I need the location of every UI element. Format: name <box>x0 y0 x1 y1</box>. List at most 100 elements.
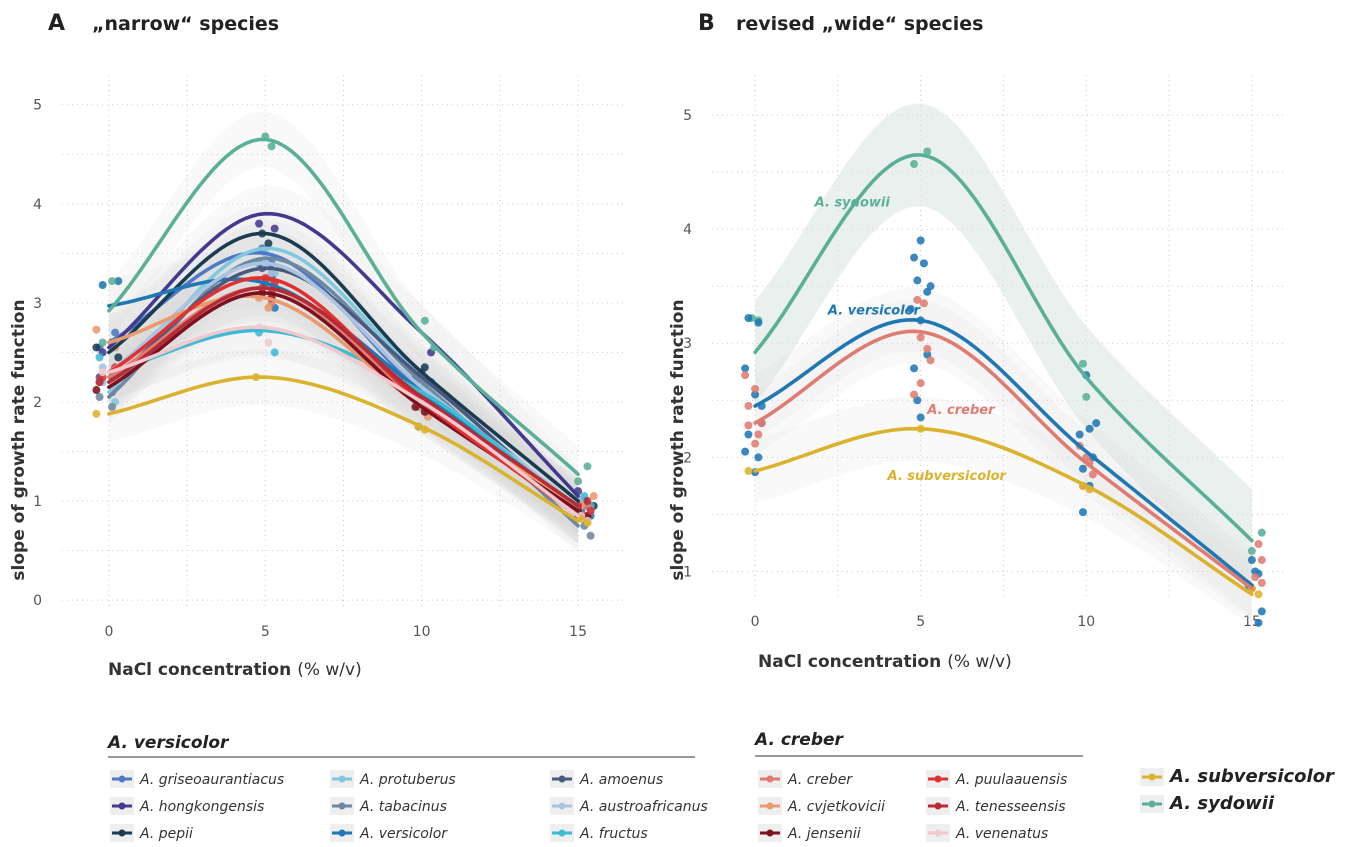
panel-a-data-point <box>589 492 598 501</box>
panel-a-data-point <box>95 353 104 362</box>
panel-a-data-point <box>267 269 276 278</box>
legend-item: A. protuberus <box>330 770 456 788</box>
panel-b-data-point <box>910 160 919 169</box>
panel-b-data-point <box>923 287 932 296</box>
panel-a-ribbon <box>108 260 579 539</box>
panel-b-curve-label: A. subversicolor <box>887 469 1008 484</box>
panel-b-data-point <box>1257 528 1266 537</box>
panel-a-data-point <box>270 224 279 233</box>
panel-b-series-line <box>753 153 1254 543</box>
panel-b-data-point <box>913 276 922 285</box>
panel-a-series-line <box>107 325 580 518</box>
panel-b-data-point <box>1251 573 1260 582</box>
legend-key-dot <box>338 775 346 783</box>
legend-item: A. versicolor <box>330 824 448 842</box>
panel-a-data-point <box>586 531 595 540</box>
legend-key-dot <box>118 802 126 810</box>
panel-b-series-line <box>753 329 1254 591</box>
legend-item: A. griseoaurantiacus <box>110 770 284 788</box>
panel-a-ytick-label: 4 <box>33 197 42 213</box>
panel-a-data-point <box>267 142 276 151</box>
panel-b-ytick-label: 3 <box>683 336 692 352</box>
panel-a-data-point <box>586 506 595 515</box>
legend-item-label: A. pepii <box>139 826 193 842</box>
legend-item-label: A. amoenus <box>579 772 663 788</box>
panel-b-data-point <box>916 236 925 245</box>
panel-a-ytick-label: 2 <box>33 395 42 411</box>
legend-key-dot <box>558 775 566 783</box>
legend-item-label: A. griseoaurantiacus <box>139 772 284 788</box>
panel-b-data-point <box>1082 392 1091 401</box>
legend-key-dot <box>118 775 126 783</box>
panel-b-data-point <box>1257 578 1266 587</box>
legend-item: A. pepii <box>110 824 193 842</box>
panel-a-data-point <box>264 303 273 312</box>
legend-item-label: A. subversicolor <box>1168 766 1335 787</box>
panel-b-curve-label: A. versicolor <box>827 304 922 319</box>
panel-a-data-point <box>114 277 123 286</box>
panel-b-ytick-label: 1 <box>683 564 692 580</box>
legend-item-label: A. venenatus <box>955 826 1048 842</box>
panel-b-ytick-label: 2 <box>683 450 692 466</box>
panel-a-data-point <box>92 343 101 352</box>
panel-b-data-point <box>1251 567 1260 576</box>
panel-b-curve-label: A. sydowii <box>814 195 891 210</box>
panel-a-data-point <box>264 338 273 347</box>
panel-b-data-point <box>916 413 925 422</box>
panel-b-series-line <box>753 426 1254 597</box>
panel-a-ribbon <box>108 265 579 539</box>
legend-key-dot <box>1148 773 1156 781</box>
panel-a-series-line <box>107 286 580 508</box>
panel-a-xtick-label: 15 <box>569 624 587 640</box>
legend-item-label: A. cvjetkovicii <box>787 799 885 815</box>
panel-a-series-line <box>107 211 580 498</box>
panel-a-series-line <box>107 375 580 523</box>
panel-a-data-point <box>111 328 120 337</box>
legend-item-label: A. austroafricanus <box>579 799 708 815</box>
panel-b-xtick-label: 0 <box>751 614 760 630</box>
panel-b-data-point <box>754 318 763 327</box>
legend-item-label: A. tenesseensis <box>955 799 1066 815</box>
legend-creber-items: A. creber A. puulaauensis A. cvjetkovicii A… <box>758 770 1067 842</box>
panel-b-ytick-label: 5 <box>683 108 692 124</box>
panel-a-data-point <box>583 462 592 471</box>
panel-a-ytick-label: 5 <box>33 98 42 114</box>
panel-b-data-point <box>1257 556 1266 565</box>
legend-item: A. sydowii <box>1140 793 1275 814</box>
panel-a-series-line <box>107 137 580 477</box>
panel-b-ribbon <box>755 299 1252 621</box>
panel-a-data-point <box>583 518 592 527</box>
panel-a-xtick-label: 0 <box>104 624 113 640</box>
panel-b-ribbon <box>755 287 1252 618</box>
panel-b-data-point <box>1078 359 1087 368</box>
panel-a-title: „narrow“ species <box>92 13 279 35</box>
panel-a-data-point <box>98 281 107 290</box>
legend-item: A. jensenii <box>758 824 861 842</box>
panel-b-title: revised „wide“ species <box>736 13 983 35</box>
panel-a-ribbon <box>108 299 579 544</box>
panel-b-data-point <box>923 344 932 353</box>
panel-a-data-point <box>92 409 101 418</box>
legend-versicolor-items: A. griseoaurantiacus A. protuberus A. amoe… <box>110 770 708 842</box>
panel-b-data-point <box>906 304 915 313</box>
panel-b-xlabel: NaCl concentration (% w/v) <box>758 652 1012 672</box>
panel-b-xtick-label: 10 <box>1077 614 1095 630</box>
panel-b-data-point <box>751 390 760 399</box>
legend-key-dot <box>934 775 942 783</box>
legend-item: A. fructus <box>550 824 648 842</box>
legend-key-dot <box>1148 800 1156 808</box>
panel-a-ribbon <box>108 205 579 529</box>
panel-a-data-point <box>420 363 429 372</box>
panel-b-ylabel: slope of growth rate function <box>668 299 688 580</box>
panel-b-data-point <box>741 371 750 380</box>
panel-a-ytick-label: 1 <box>33 494 42 510</box>
legend-item-label: A. puulaauensis <box>955 772 1067 788</box>
panel-a-data-point <box>95 378 104 387</box>
panel-b-data-point <box>754 453 763 462</box>
panel-b-data-point <box>1092 419 1101 428</box>
panel-a-data-point <box>420 316 429 325</box>
legend-item: A. cvjetkovicii <box>758 797 885 815</box>
panel-b-letter: B <box>698 11 715 36</box>
legend-standalone-species: A. subversicolor A. sydowii <box>1140 766 1335 814</box>
